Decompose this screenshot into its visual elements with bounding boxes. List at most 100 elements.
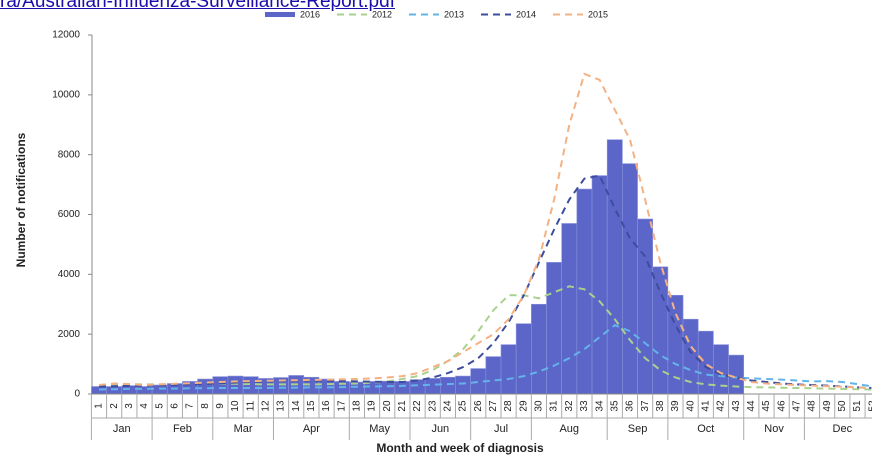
bar <box>394 381 411 395</box>
bar <box>637 218 654 395</box>
bar <box>561 223 578 395</box>
bar <box>242 376 259 395</box>
x-axis-label: Month and week of diagnosis <box>376 441 544 455</box>
line-series <box>98 285 872 391</box>
x-tick-label: 14 <box>291 400 302 412</box>
x-tick-label: 6 <box>169 403 180 409</box>
x-tick-label: 24 <box>443 400 454 412</box>
bar <box>515 323 532 395</box>
x-tick-label: 12 <box>261 400 272 412</box>
x-tick-label: 5 <box>154 403 165 409</box>
x-tick-label: 29 <box>518 400 529 412</box>
month-label: Mar <box>234 423 253 435</box>
x-tick-label: 9 <box>215 403 226 409</box>
x-tick-label: 41 <box>700 400 711 412</box>
legend-label: 2016 <box>300 9 320 19</box>
x-tick-label: 7 <box>185 403 196 409</box>
bar <box>622 163 638 395</box>
source-link[interactable]: ra/Australian-Influenza-Surveillance-Rep… <box>0 0 395 12</box>
bar <box>455 375 471 395</box>
x-tick-label: 19 <box>367 400 378 412</box>
bar <box>667 294 684 395</box>
x-tick-label: 23 <box>427 400 438 412</box>
x-tick-label: 3 <box>124 403 135 409</box>
x-tick-label: 30 <box>534 400 545 412</box>
bar <box>197 378 214 395</box>
month-label: Nov <box>764 423 784 435</box>
x-tick-label: 39 <box>670 400 681 412</box>
bar <box>106 386 123 395</box>
legend-label: 2015 <box>588 9 608 19</box>
x-tick-label: 51 <box>852 400 863 412</box>
month-label: May <box>369 423 390 435</box>
month-label: Apr <box>303 423 320 435</box>
x-tick-label: 10 <box>230 400 241 412</box>
month-label: Sep <box>628 423 648 435</box>
x-tick-label: 47 <box>791 400 802 412</box>
y-tick-label: 12000 <box>52 30 80 41</box>
x-tick-label: 31 <box>549 400 560 412</box>
month-label: Jan <box>113 423 131 435</box>
legend-label: 2014 <box>516 9 536 19</box>
bar <box>500 344 517 395</box>
month-label: Aug <box>559 423 579 435</box>
y-axis-label: Number of notifications <box>14 132 28 267</box>
bar <box>485 356 502 395</box>
x-tick-label: 11 <box>245 400 256 411</box>
x-tick-label: 52 <box>867 400 872 412</box>
bar <box>728 354 745 395</box>
x-tick-label: 37 <box>640 400 651 412</box>
x-tick-label: 4 <box>139 403 150 409</box>
month-label: Feb <box>173 423 192 435</box>
bar <box>576 188 593 395</box>
y-tick-label: 2000 <box>58 329 81 340</box>
x-tick-label: 21 <box>397 400 408 412</box>
x-tick-label: 48 <box>807 400 818 412</box>
x-tick-label: 25 <box>458 400 469 412</box>
y-tick-label: 0 <box>74 389 80 400</box>
y-tick-label: 10000 <box>52 89 80 100</box>
month-label: Jul <box>494 423 508 435</box>
x-tick-label: 18 <box>352 400 363 412</box>
x-tick-label: 16 <box>321 400 332 412</box>
month-label: Jun <box>431 423 449 435</box>
x-tick-label: 2 <box>109 403 120 409</box>
bar <box>227 375 244 395</box>
x-tick-label: 36 <box>625 400 636 412</box>
bar <box>424 378 441 395</box>
y-tick-label: 8000 <box>58 149 81 160</box>
bar <box>212 376 229 395</box>
month-label: Dec <box>833 423 853 435</box>
bar <box>379 380 396 395</box>
x-tick-label: 43 <box>731 400 742 412</box>
x-tick-label: 32 <box>564 400 575 412</box>
line-series <box>98 324 872 391</box>
x-tick-label: 46 <box>776 400 787 412</box>
x-tick-label: 45 <box>761 400 772 412</box>
x-tick-label: 27 <box>488 400 499 412</box>
legend-swatch <box>265 12 295 17</box>
x-tick-label: 44 <box>746 400 757 412</box>
bar <box>606 139 623 395</box>
legend-label: 2013 <box>444 9 464 19</box>
x-tick-label: 38 <box>655 400 666 412</box>
month-label: Oct <box>697 423 714 435</box>
x-tick-label: 42 <box>716 400 727 412</box>
bar <box>591 175 608 395</box>
x-tick-label: 13 <box>276 400 287 412</box>
x-tick-label: 26 <box>473 400 484 412</box>
bar <box>531 303 547 395</box>
x-tick-label: 8 <box>200 403 211 409</box>
x-tick-label: 20 <box>382 400 393 412</box>
x-tick-label: 50 <box>837 400 848 412</box>
line-series <box>98 72 872 389</box>
line-series <box>98 174 872 389</box>
bar <box>136 386 153 395</box>
bar <box>652 266 669 395</box>
y-tick-label: 4000 <box>58 269 81 280</box>
x-tick-label: 35 <box>609 400 620 412</box>
x-tick-label: 28 <box>503 400 514 412</box>
x-tick-label: 49 <box>822 400 833 412</box>
x-tick-label: 22 <box>412 400 423 412</box>
